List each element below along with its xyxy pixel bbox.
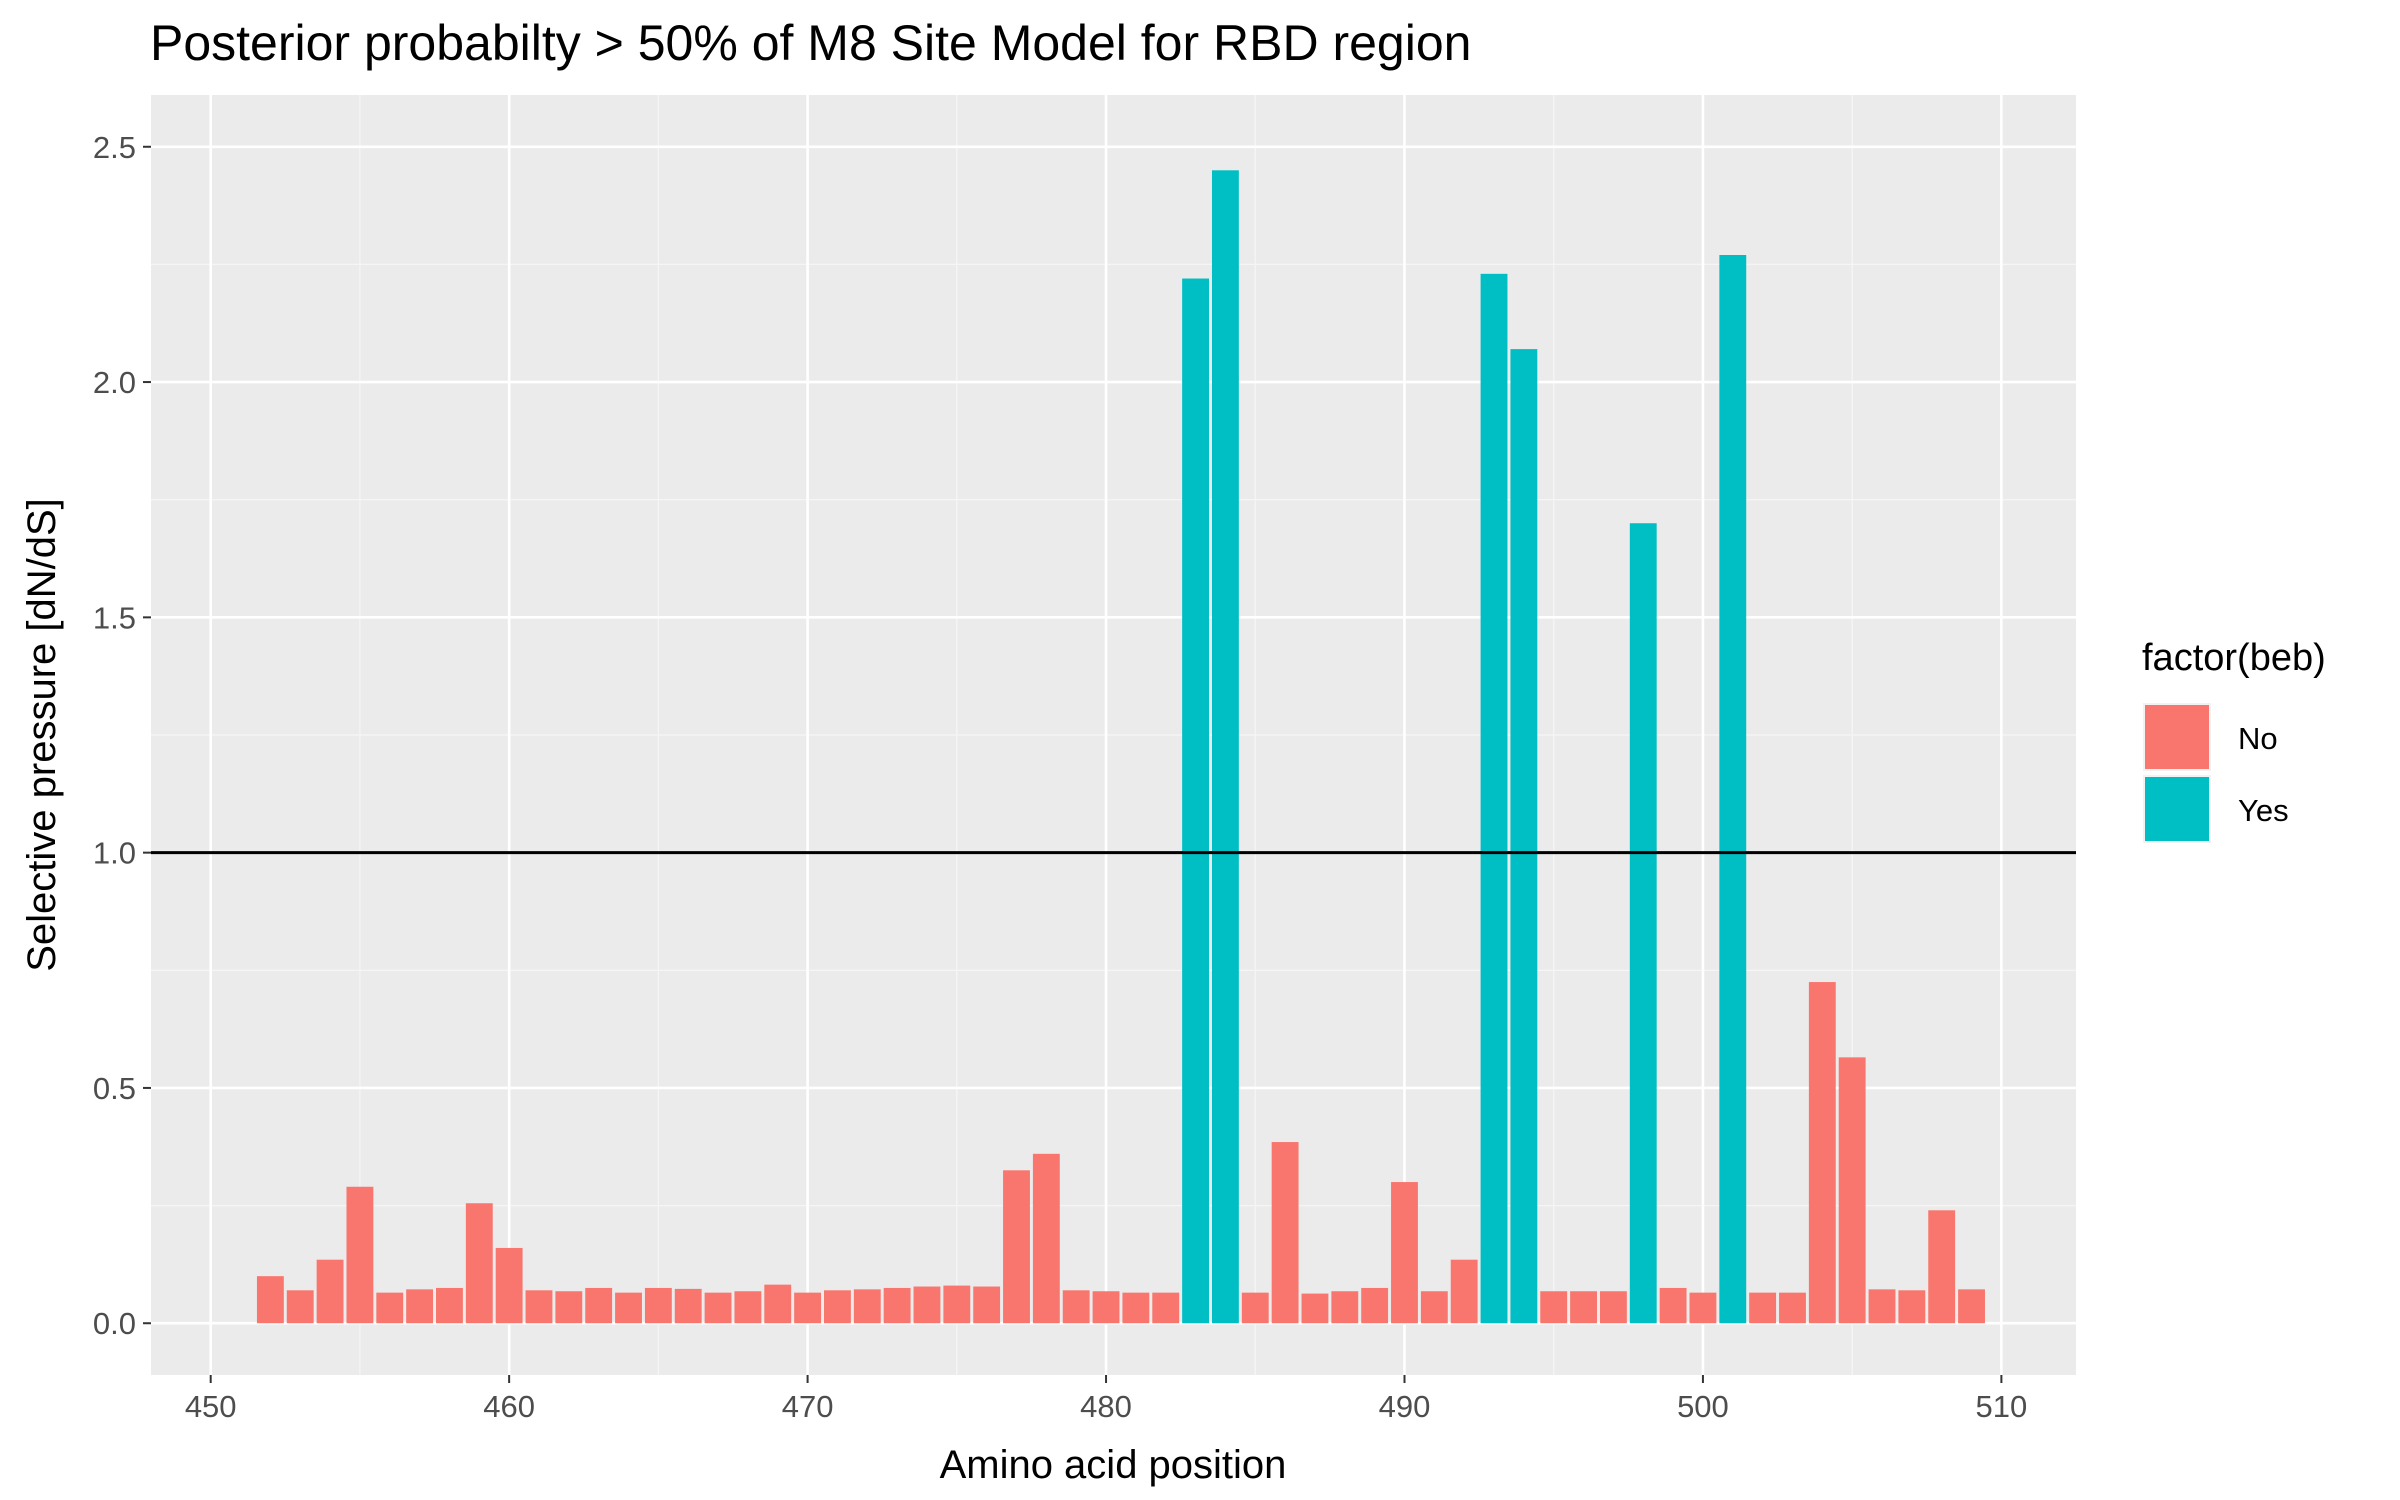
x-tick-label: 490: [1379, 1389, 1431, 1424]
bar-471: [824, 1290, 851, 1324]
x-tick-label: 450: [185, 1389, 237, 1424]
bar-498: [1629, 523, 1657, 1324]
bar-489: [1361, 1287, 1389, 1324]
bar-490: [1391, 1182, 1418, 1324]
bar-491: [1420, 1291, 1448, 1324]
bar-462: [555, 1291, 583, 1324]
bar-492: [1450, 1259, 1478, 1324]
bar-479: [1062, 1290, 1090, 1324]
bar-493: [1480, 273, 1508, 1324]
x-tick-label: 500: [1677, 1389, 1729, 1424]
bar-466: [674, 1288, 702, 1324]
bar-461: [525, 1290, 553, 1324]
bar-478: [1032, 1153, 1060, 1324]
x-tick-label: 460: [483, 1389, 535, 1424]
bar-463: [585, 1287, 613, 1324]
bar-467: [704, 1292, 732, 1324]
legend-label-yes: Yes: [2238, 793, 2289, 828]
x-axis-title: Amino acid position: [940, 1443, 1287, 1487]
bar-453: [286, 1290, 314, 1324]
minor-gridlines: [151, 95, 2076, 1375]
bar-455: [346, 1186, 374, 1324]
bars: [256, 170, 1985, 1324]
bar-459: [465, 1203, 493, 1324]
bar-452: [256, 1276, 284, 1324]
legend-title: factor(beb): [2142, 637, 2326, 679]
legend: factor(beb) No Yes: [2142, 637, 2326, 843]
bar-485: [1241, 1292, 1269, 1324]
y-tick-label: 0.5: [93, 1071, 136, 1106]
legend-swatch-no: [2145, 705, 2209, 769]
bar-509: [1958, 1289, 1985, 1324]
bar-500: [1689, 1292, 1717, 1324]
bar-457: [406, 1289, 434, 1324]
y-axis-title: Selective pressure [dN/dS]: [20, 498, 64, 972]
bar-470: [794, 1292, 822, 1324]
bar-505: [1838, 1057, 1866, 1324]
bar-469: [764, 1284, 792, 1324]
bar-503: [1779, 1292, 1806, 1324]
bar-465: [644, 1287, 672, 1324]
y-tick-label: 1.0: [93, 836, 136, 871]
x-tick-label: 470: [782, 1389, 834, 1424]
y-tick-label: 2.0: [93, 365, 136, 400]
legend-swatch-yes: [2145, 777, 2209, 841]
bar-494: [1510, 349, 1538, 1324]
bar-460: [495, 1247, 523, 1324]
bar-495: [1540, 1291, 1568, 1324]
bar-504: [1808, 982, 1836, 1324]
bar-475: [943, 1285, 971, 1324]
bar-458: [436, 1287, 463, 1324]
bar-488: [1331, 1291, 1359, 1324]
bar-464: [615, 1292, 642, 1324]
bar-456: [376, 1292, 404, 1324]
bar-487: [1301, 1293, 1329, 1324]
bar-474: [913, 1286, 941, 1324]
bar-476: [973, 1286, 1001, 1324]
bar-482: [1152, 1292, 1180, 1324]
bar-483: [1182, 278, 1210, 1324]
bar-507: [1898, 1290, 1926, 1324]
y-axis: 0.0 0.5 1.0 1.5 2.0 2.5: [93, 130, 151, 1341]
bar-508: [1928, 1210, 1956, 1324]
y-tick-label: 2.5: [93, 130, 136, 165]
bar-501: [1719, 255, 1747, 1324]
bar-468: [734, 1291, 762, 1324]
bar-477: [1003, 1170, 1030, 1324]
bar-473: [883, 1287, 911, 1324]
bar-486: [1271, 1142, 1299, 1324]
bar-499: [1659, 1287, 1687, 1324]
bar-454: [316, 1259, 344, 1324]
bar-496: [1570, 1291, 1597, 1324]
x-tick-label: 510: [1976, 1389, 2028, 1424]
bar-484: [1211, 170, 1239, 1324]
bar-506: [1868, 1289, 1896, 1324]
y-tick-label: 1.5: [93, 600, 136, 635]
bar-497: [1599, 1291, 1627, 1324]
chart-title: Posterior probabilty > 50% of M8 Site Mo…: [150, 15, 1471, 71]
bar-480: [1092, 1291, 1120, 1324]
legend-label-no: No: [2238, 721, 2278, 756]
bar-502: [1749, 1292, 1777, 1324]
x-tick-label: 480: [1080, 1389, 1132, 1424]
bar-481: [1122, 1292, 1150, 1324]
y-tick-label: 0.0: [93, 1306, 136, 1341]
x-axis: 450 460 470 480 490 500 510: [185, 1375, 2027, 1424]
bar-472: [853, 1289, 881, 1324]
